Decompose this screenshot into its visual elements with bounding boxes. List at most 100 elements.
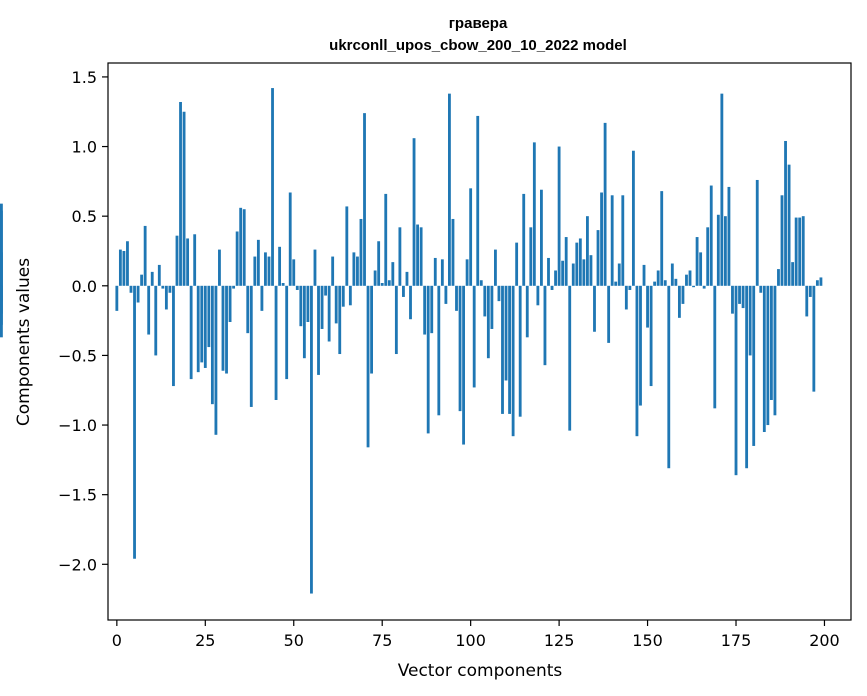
bar (614, 281, 618, 286)
bar (734, 285, 738, 476)
bar (543, 285, 547, 366)
x-tick-label: 50 (284, 631, 304, 650)
bar (0, 203, 3, 286)
bar (508, 285, 511, 414)
bar (780, 195, 784, 286)
bar (126, 241, 129, 286)
y-tick-label: −1.0 (58, 416, 97, 435)
bar (345, 206, 349, 286)
bar (692, 285, 695, 288)
x-tick-label: 25 (195, 631, 215, 650)
bar (639, 285, 642, 406)
bar (713, 285, 717, 409)
bar (118, 249, 122, 286)
bar (660, 191, 664, 286)
bar (285, 285, 289, 380)
bar (391, 262, 395, 286)
bar (161, 285, 165, 289)
x-axis-ticks: 0 25 50 75 100 125 150 175 200 (112, 620, 840, 650)
y-axis-label: Components values (14, 258, 34, 426)
bar (348, 285, 352, 306)
bar (196, 285, 200, 373)
bar (798, 217, 802, 286)
bar (582, 259, 586, 286)
bar (497, 285, 501, 302)
bar (646, 285, 649, 328)
x-tick-label: 100 (455, 631, 486, 650)
bar (200, 285, 204, 363)
bar (426, 285, 430, 434)
bar (706, 227, 710, 286)
bar (288, 192, 292, 286)
chart-subtitle: ukrconll_upos_cbow_200_10_2022 model (329, 37, 627, 54)
bar (511, 285, 515, 437)
bar (596, 230, 600, 286)
bar (136, 285, 140, 303)
bar (787, 164, 791, 286)
bar (203, 285, 207, 368)
y-tick-label: −1.5 (58, 486, 97, 505)
bar (670, 263, 674, 286)
bar (451, 218, 455, 286)
bar (207, 285, 211, 348)
bar (256, 239, 260, 286)
bar (663, 280, 667, 286)
y-tick-label: −0.5 (58, 346, 97, 365)
bar (338, 285, 342, 355)
bar (179, 101, 182, 286)
bar (561, 260, 565, 286)
y-axis-ticks: −2.0 −1.5 −1.0 −0.5 0.0 0.5 1.0 1.5 (58, 68, 108, 574)
bar (320, 285, 324, 329)
x-axis-label: Vector components (398, 661, 563, 681)
bar (154, 285, 158, 356)
y-tick-label: 1.5 (72, 68, 97, 87)
bar (522, 193, 526, 286)
bar (494, 249, 497, 286)
bar (416, 224, 419, 286)
bar (564, 237, 568, 286)
bar (433, 257, 437, 286)
bar (437, 285, 441, 416)
bar (352, 252, 356, 286)
bar (115, 285, 119, 311)
bar (745, 285, 749, 469)
bar (267, 256, 271, 286)
bar (709, 185, 713, 286)
bar (370, 285, 373, 374)
bar (656, 270, 660, 286)
bar (586, 216, 589, 286)
bar (278, 246, 282, 286)
bar (624, 285, 628, 310)
bar (723, 216, 727, 286)
bar (469, 188, 473, 286)
bar (536, 285, 540, 306)
bar (777, 269, 780, 286)
bar (225, 285, 228, 374)
bar (610, 195, 614, 286)
bar (409, 285, 412, 320)
bar (784, 140, 787, 286)
plot-frame (107, 62, 852, 621)
bar (147, 285, 151, 335)
bar (462, 285, 465, 445)
bar (394, 285, 398, 355)
bar (182, 111, 186, 286)
bar (175, 235, 179, 286)
bar (281, 283, 285, 286)
chart-title: гравера (449, 15, 508, 32)
bar (405, 271, 409, 286)
bar (808, 285, 812, 297)
bar (578, 238, 582, 286)
bar (164, 285, 168, 310)
bar (402, 285, 405, 297)
bar (384, 193, 388, 286)
bar (819, 277, 823, 286)
bar (720, 93, 724, 286)
y-tick-label: −2.0 (58, 555, 97, 574)
bar (306, 285, 310, 322)
bar (359, 218, 363, 286)
bar (674, 278, 678, 286)
bar (356, 256, 359, 286)
bar (547, 257, 550, 286)
